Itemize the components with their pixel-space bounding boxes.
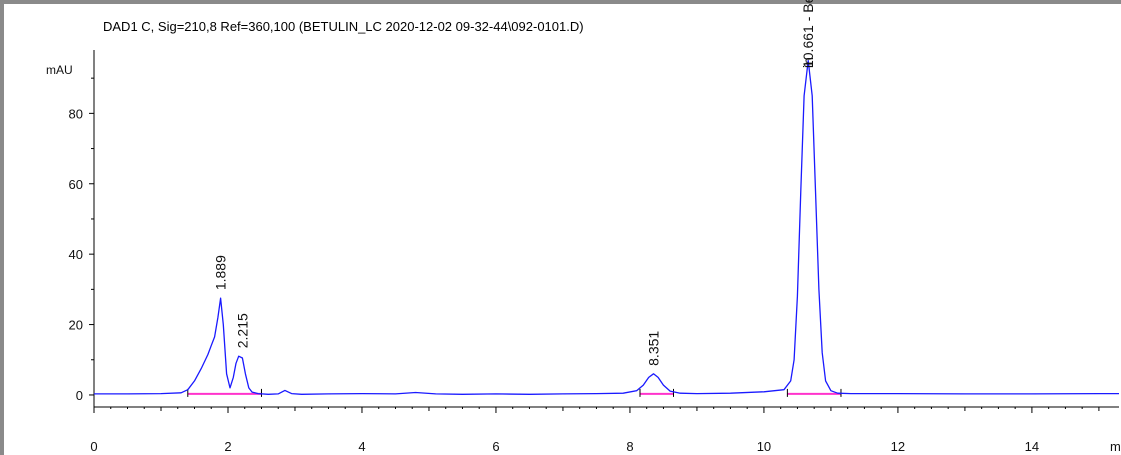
peak-label: 1.889 (213, 255, 229, 290)
y-axis-label: mAU (46, 63, 73, 77)
plot-area (94, 59, 1119, 397)
signal-trace (94, 59, 1119, 395)
chart-title: DAD1 C, Sig=210,8 Ref=360,100 (BETULIN_L… (103, 19, 584, 34)
x-tick-label: 12 (891, 439, 905, 454)
x-axis-label: mi (1110, 439, 1121, 454)
x-tick-label: 6 (492, 439, 499, 454)
frame-left (0, 0, 4, 455)
x-tick-label: 14 (1025, 439, 1039, 454)
y-tick-label: 20 (69, 318, 83, 333)
x-tick-label: 2 (224, 439, 231, 454)
x-tick-label: 4 (358, 439, 365, 454)
peak-label: 10.661 - Betulin (800, 0, 816, 68)
peak-label-overlay: in (800, 57, 816, 68)
x-tick-label: 10 (757, 439, 771, 454)
frame-top (0, 0, 1121, 4)
y-tick-label: 40 (69, 247, 83, 262)
peak-label: 8.351 (645, 331, 661, 366)
y-tick-label: 60 (69, 177, 83, 192)
x-tick-label: 8 (626, 439, 633, 454)
x-tick-label: 0 (90, 439, 97, 454)
axes: 0 20 40 60 80 mAU 0 2 4 6 8 10 12 14 mi (46, 50, 1121, 454)
y-tick-label: 80 (69, 106, 83, 121)
y-tick-label: 0 (76, 388, 83, 403)
peak-label: 2.215 (234, 313, 250, 348)
